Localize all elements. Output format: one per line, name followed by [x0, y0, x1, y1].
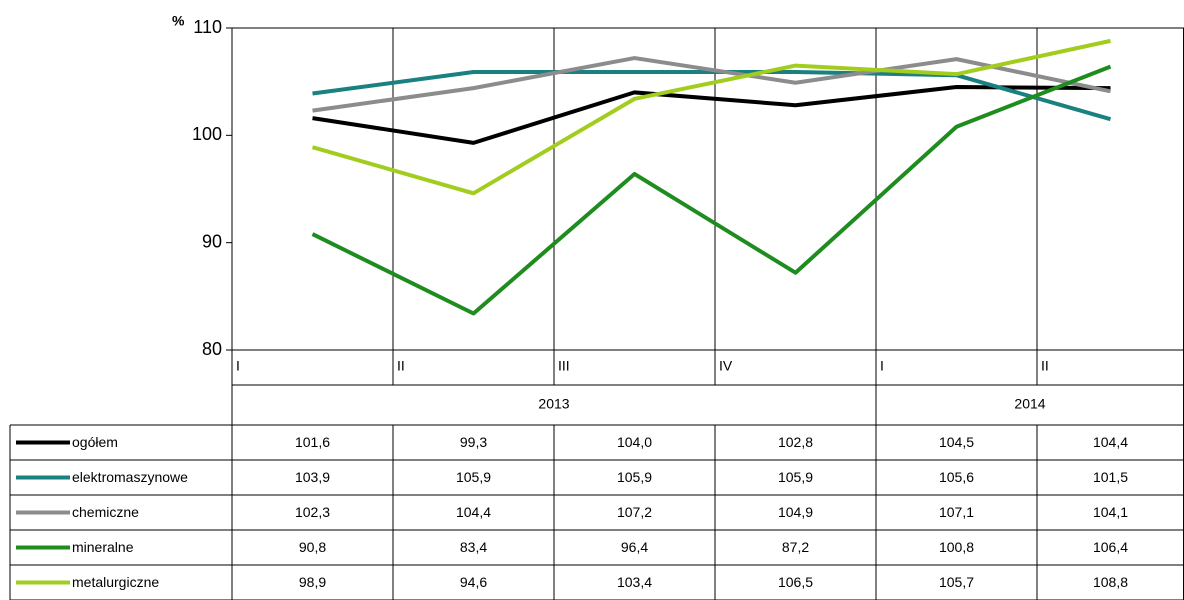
table-cell: 104,4 — [1093, 434, 1128, 450]
series-line — [312, 56, 1111, 113]
x-tick-label: III — [558, 358, 570, 374]
table-cell: 101,6 — [295, 434, 330, 450]
legend-label: elektromaszynowe — [72, 469, 188, 485]
table-cell: 104,4 — [456, 504, 491, 520]
table-cell: 83,4 — [460, 539, 487, 555]
x-group-label: 2014 — [1014, 396, 1045, 412]
table-cell: 106,4 — [1093, 539, 1128, 555]
table-cell: 106,5 — [778, 574, 813, 590]
legend-label: ogółem — [72, 434, 118, 450]
y-axis-label: % — [172, 13, 185, 29]
x-tick-label: II — [1041, 358, 1049, 374]
table-cell: 104,0 — [617, 434, 652, 450]
x-group-label: 2013 — [538, 396, 569, 412]
legend-label: metalurgiczne — [72, 574, 159, 590]
table-cell: 104,9 — [778, 504, 813, 520]
table-cell: 101,5 — [1093, 469, 1128, 485]
legend-label: chemiczne — [72, 504, 139, 520]
table-cell: 107,2 — [617, 504, 652, 520]
x-tick-label: I — [880, 358, 884, 374]
series-line — [311, 38, 1111, 196]
table-cell: 103,9 — [295, 469, 330, 485]
table-cell: 94,6 — [460, 574, 487, 590]
y-tick-label: 90 — [202, 231, 222, 251]
table-cell: 104,5 — [939, 434, 974, 450]
table-cell: 105,6 — [939, 469, 974, 485]
table-cell: 102,8 — [778, 434, 813, 450]
table-cell: 105,9 — [617, 469, 652, 485]
series-line — [312, 85, 1111, 145]
x-tick-label: II — [397, 358, 405, 374]
x-tick-label: IV — [719, 358, 733, 374]
table-cell: 98,9 — [299, 574, 326, 590]
table-cell: 103,4 — [617, 574, 652, 590]
table-cell: 90,8 — [299, 539, 326, 555]
table-cell: 100,8 — [939, 539, 974, 555]
table-cell: 107,1 — [939, 504, 974, 520]
table-cell: 99,3 — [460, 434, 487, 450]
y-tick-label: 110 — [193, 17, 222, 37]
x-tick-label: I — [236, 358, 240, 374]
table-cell: 96,4 — [621, 539, 648, 555]
legend-label: mineralne — [72, 539, 134, 555]
y-tick-label: 100 — [192, 124, 222, 144]
series-line — [311, 64, 1112, 316]
table-cell: 105,9 — [778, 469, 813, 485]
table-cell: 108,8 — [1093, 574, 1128, 590]
table-cell: 87,2 — [782, 539, 809, 555]
table-cell: 105,7 — [939, 574, 974, 590]
y-tick-label: 80 — [202, 339, 222, 359]
table-cell: 105,9 — [456, 469, 491, 485]
table-cell: 104,1 — [1093, 504, 1128, 520]
table-cell: 102,3 — [295, 504, 330, 520]
